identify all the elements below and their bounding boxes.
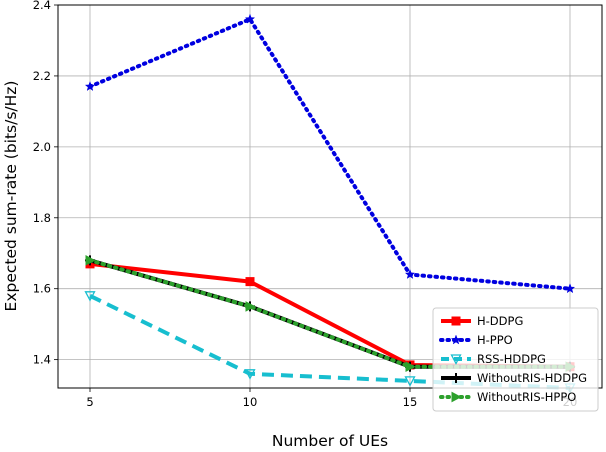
data-point xyxy=(564,283,576,294)
y-tick-label: 1.4 xyxy=(33,353,51,367)
legend-box xyxy=(432,307,599,412)
data-point xyxy=(84,291,96,302)
legend-label: H-PPO xyxy=(477,333,513,347)
legend-entry: H-PPO xyxy=(439,333,513,347)
y-axis-title: Expected sum-rate (bits/s/Hz) xyxy=(2,81,20,312)
data-point xyxy=(244,13,256,24)
data-point xyxy=(245,301,256,312)
data-point xyxy=(244,369,256,380)
legend-entry: RSS-HDDPG xyxy=(441,352,546,366)
legend: H-DDPG H-PPO RSS-HDDPG WithoutRIS-HDDPG With… xyxy=(432,307,599,412)
x-tick-label: 10 xyxy=(243,395,258,409)
data-point xyxy=(405,361,416,373)
data-point xyxy=(85,255,96,266)
plot-frame xyxy=(57,4,603,389)
data-point xyxy=(84,81,96,92)
legend-marker xyxy=(451,316,461,326)
legend-entry: H-DDPG xyxy=(441,314,523,328)
legend-marker xyxy=(450,334,462,345)
x-axis-title: Number of UEs xyxy=(272,432,388,450)
legend-label: H-DDPG xyxy=(477,314,523,328)
legend-entry: WithoutRIS-HDDPG xyxy=(441,371,587,385)
data-point xyxy=(245,277,255,287)
legend-marker xyxy=(451,373,461,383)
legend-label: RSS-HDDPG xyxy=(477,352,546,366)
legend-marker xyxy=(450,354,462,365)
y-tick-label: 2.4 xyxy=(33,0,51,12)
legend-marker xyxy=(451,391,462,403)
series-h-ppo xyxy=(84,13,576,294)
y-tick-label: 2.0 xyxy=(33,140,51,154)
y-tick-label: 1.6 xyxy=(33,282,51,296)
y-tick-label: 2.2 xyxy=(33,69,51,83)
legend-label: WithoutRIS-HDDPG xyxy=(477,371,587,385)
legend-entry: WithoutRIS-HPPO xyxy=(439,390,576,404)
data-point xyxy=(404,269,416,279)
data-point xyxy=(404,376,416,387)
series-line xyxy=(88,17,572,291)
x-tick-label: 15 xyxy=(403,395,418,409)
y-tick-label: 1.8 xyxy=(33,211,51,225)
legend-label: WithoutRIS-HPPO xyxy=(477,390,576,404)
x-tick-label: 5 xyxy=(86,395,93,409)
